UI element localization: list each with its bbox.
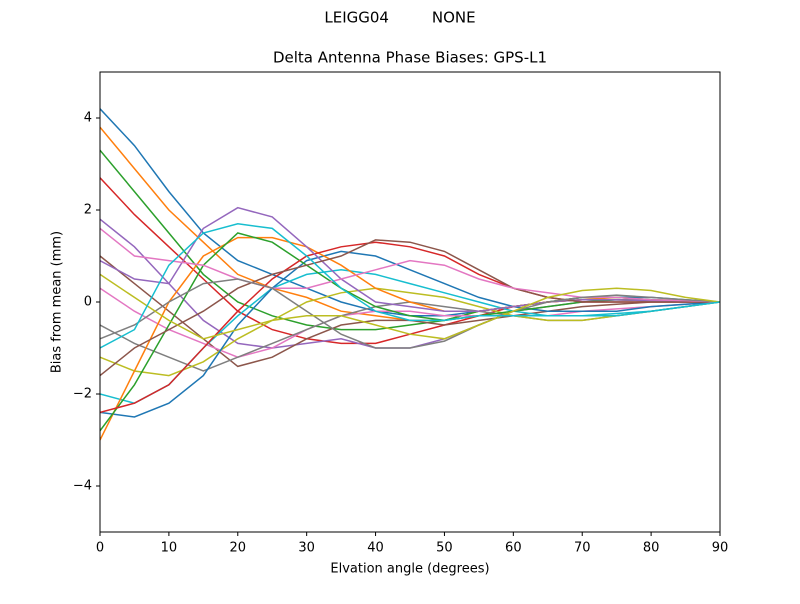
x-tick-label: 0 <box>96 541 104 556</box>
y-tick-label: −4 <box>73 479 92 494</box>
x-tick-label: 90 <box>712 541 729 556</box>
x-tick-label: 30 <box>298 541 315 556</box>
x-tick-label: 70 <box>574 541 591 556</box>
y-axis-label: Bias from mean (mm) <box>50 231 65 373</box>
x-tick-label: 10 <box>161 541 178 556</box>
series-line <box>100 206 720 312</box>
x-axis-label: Elvation angle (degrees) <box>330 562 489 577</box>
y-tick-label: 2 <box>84 203 92 218</box>
series-line <box>100 223 720 349</box>
y-tick-label: 0 <box>84 295 92 310</box>
x-tick-label: 20 <box>230 541 247 556</box>
series-line <box>100 273 720 340</box>
series-line <box>100 250 720 418</box>
chart-title: Delta Antenna Phase Biases: GPS-L1 <box>273 49 547 67</box>
suptitle: LEIGG04 NONE <box>324 9 475 27</box>
plot-frame <box>99 71 721 533</box>
series-line <box>100 227 720 303</box>
series-line <box>100 278 720 349</box>
y-tick-label: −2 <box>73 387 92 402</box>
x-tick-label: 80 <box>643 541 660 556</box>
series-line <box>100 287 720 358</box>
y-tick-label: 4 <box>84 111 92 126</box>
x-tick-label: 50 <box>436 541 453 556</box>
series-line <box>100 239 720 377</box>
x-tick-label: 60 <box>505 541 522 556</box>
x-tick-label: 40 <box>367 541 384 556</box>
